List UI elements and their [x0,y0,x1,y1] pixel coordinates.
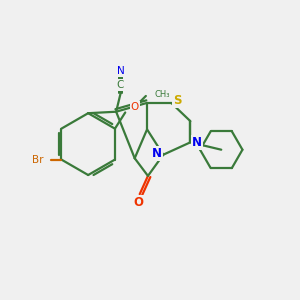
Text: N: N [192,136,202,149]
Text: O: O [130,102,139,112]
Text: Br: Br [32,154,44,165]
Text: N: N [152,147,162,160]
Text: S: S [173,94,182,107]
Text: C: C [117,80,124,90]
Text: CH₃: CH₃ [154,90,170,99]
Text: N: N [117,66,124,76]
Text: O: O [133,196,143,209]
